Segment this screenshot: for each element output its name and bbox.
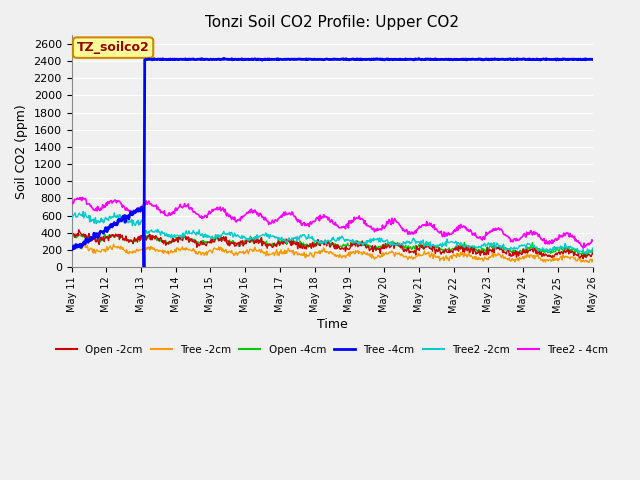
Legend: Open -2cm, Tree -2cm, Open -4cm, Tree -4cm, Tree2 -2cm, Tree2 - 4cm: Open -2cm, Tree -2cm, Open -4cm, Tree -4…: [52, 341, 612, 359]
Title: Tonzi Soil CO2 Profile: Upper CO2: Tonzi Soil CO2 Profile: Upper CO2: [205, 15, 459, 30]
X-axis label: Time: Time: [317, 318, 348, 331]
Y-axis label: Soil CO2 (ppm): Soil CO2 (ppm): [15, 104, 28, 199]
Text: TZ_soilco2: TZ_soilco2: [77, 41, 150, 54]
